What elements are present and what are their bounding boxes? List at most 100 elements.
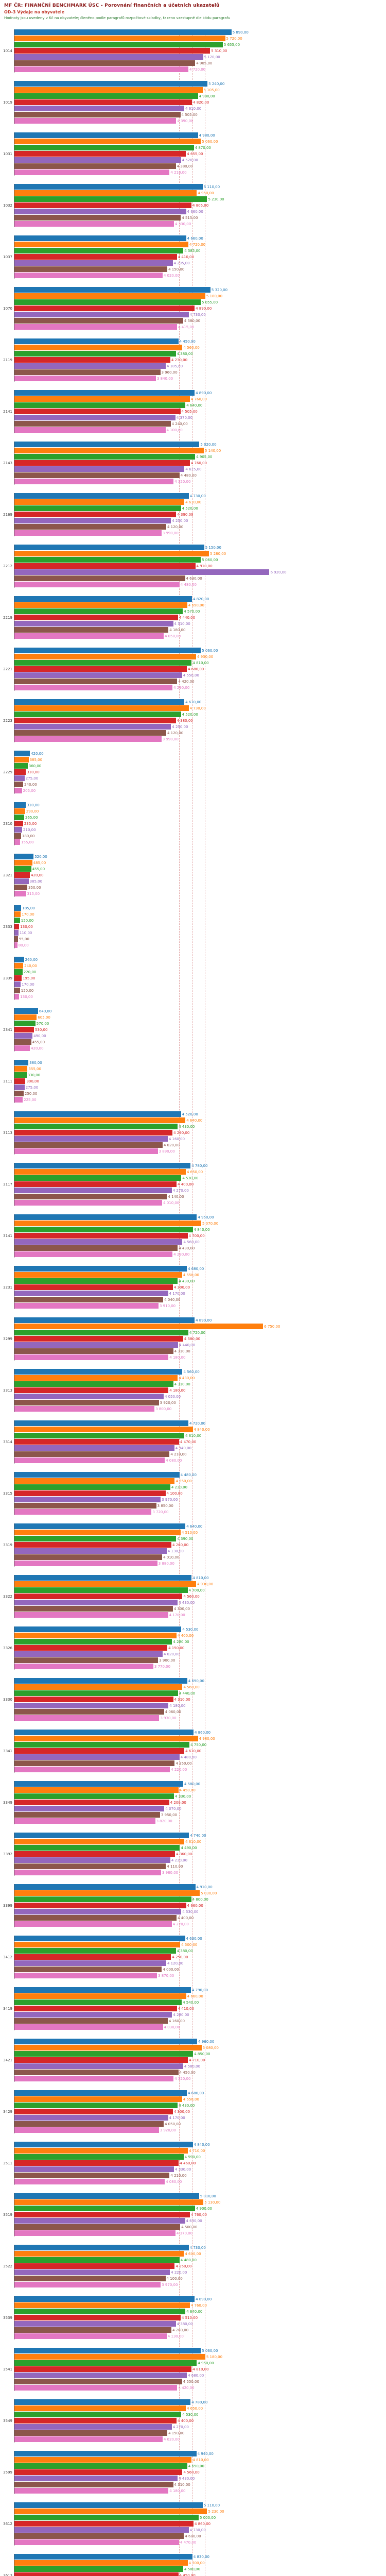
bar-value-label: 4 100,00 <box>166 428 183 432</box>
bar-value-label: 4 230,00 <box>171 358 188 362</box>
bar-value-label: 4 810,00 <box>192 2458 209 2462</box>
bar-row: 4 310,00 <box>14 1381 383 1387</box>
bar <box>14 1690 178 1696</box>
bar <box>14 627 169 633</box>
bar-value-label: 3 870,00 <box>158 1973 174 1978</box>
bar <box>14 1633 177 1638</box>
group-bars: 4 980,00 5 060,00 4 870,00 4 655,00 4 520,00… <box>14 132 383 176</box>
bar <box>14 409 181 414</box>
bar-row: 4 330,00 <box>14 2166 383 2172</box>
bar-value-label: 4 390,00 <box>177 118 194 123</box>
bar-row: 5 060,00 <box>14 557 383 563</box>
bar-value-label: 5 060,00 <box>202 2348 218 2353</box>
bar-row: 4 800,00 <box>14 1896 383 1902</box>
bar <box>14 1200 163 1206</box>
bar <box>14 1645 168 1651</box>
bar-value-label: 4 010,00 <box>163 1200 180 1205</box>
bar-row: 5 060,00 <box>14 2348 383 2353</box>
bar <box>14 1960 166 1966</box>
bar <box>14 775 25 781</box>
bar <box>14 582 180 587</box>
group-code-label: 2221 <box>3 667 12 671</box>
group-bars: 5 060,00 5 180,00 4 950,00 4 810,00 4 680,00… <box>14 2348 383 2391</box>
bar-row: 4 520,00 <box>14 505 383 511</box>
bar <box>14 266 168 272</box>
bar-row: 5 020,00 <box>14 442 383 447</box>
bar <box>14 1600 178 1605</box>
bar-value-label: 4 600,00 <box>185 2251 201 2256</box>
bar-value-label: 4 520,00 <box>182 1112 198 1116</box>
bar-group: 2219 4 820,00 4 690,00 4 570,00 4 440,00 4 31… <box>0 596 383 639</box>
group-code-label: 3322 <box>3 1595 12 1599</box>
bar-value-label: 4 020,00 <box>163 273 180 278</box>
bar-value-label: 4 150,00 <box>168 2431 185 2435</box>
bar-value-label: 5 240,00 <box>208 81 225 86</box>
bar-value-label: 4 170,00 <box>169 1613 185 1617</box>
bar <box>14 1787 179 1793</box>
group-bars: 4 450,00 4 560,00 4 380,00 4 230,00 4 105,00… <box>14 338 383 382</box>
bar-row: 4 430,00 <box>14 1124 383 1129</box>
bar <box>14 911 21 917</box>
bar-row: 4 805,00 <box>14 202 383 208</box>
group-code-label: 3419 <box>3 2007 12 2011</box>
bar-row: 4 930,00 <box>14 654 383 659</box>
bar-group: 2321 520,00 485,00 455,00 420,00 385,00 350,00… <box>0 854 383 897</box>
bar <box>14 1954 171 1960</box>
bar-row: 210,00 <box>14 827 383 833</box>
group-bars: 4 560,00 4 430,00 4 310,00 4 180,00 4 050,00… <box>14 1369 383 1412</box>
bar <box>14 1008 38 1014</box>
bar-row: 4 350,00 <box>14 1760 383 1766</box>
bar-row: 605,00 <box>14 1014 383 1020</box>
bar-row: 4 730,00 <box>14 705 383 711</box>
bar-row: 4 160,00 <box>14 1136 383 1142</box>
bar-row: 4 720,00 <box>14 1330 383 1335</box>
bar-row: 4 640,00 <box>14 402 383 408</box>
group-bars: 4 910,00 5 030,00 4 800,00 4 660,00 4 530,00… <box>14 1884 383 1927</box>
group-bars: 4 890,00 4 760,00 4 640,00 4 505,00 4 370,00… <box>14 390 383 433</box>
group-bars: 4 660,00 4 720,00 4 585,00 4 410,00 4 295,00… <box>14 235 383 279</box>
bar-value-label: 5 150,00 <box>205 545 221 550</box>
bar-value-label: 4 905,00 <box>196 454 213 459</box>
bar-value-label: 4 340,00 <box>175 1446 191 1450</box>
bar-group: 3412 4 630,00 4 500,00 4 380,00 4 250,00 4 12… <box>0 1936 383 1979</box>
bar-row: 4 720,00 <box>14 1420 383 1426</box>
bar-value-label: 4 700,00 <box>188 2561 205 2565</box>
bar-row: 4 310,00 <box>14 621 383 626</box>
bar <box>14 1490 166 1496</box>
bar-value-label: 4 380,00 <box>177 718 193 723</box>
bar <box>14 1188 172 1193</box>
bar-row: 4 890,00 <box>14 1317 383 1323</box>
bar-value-label: 4 295,00 <box>173 261 190 265</box>
bar <box>14 1245 178 1251</box>
bar-value-label: 4 180,00 <box>169 1388 186 1393</box>
bar <box>14 821 23 826</box>
group-code-label: 1070 <box>3 307 12 311</box>
bar <box>14 221 174 227</box>
bar-row: 4 750,00 <box>14 1742 383 1748</box>
bar <box>14 460 190 466</box>
bar-row: 290,00 <box>14 808 383 814</box>
bar-row: 4 930,00 <box>14 1581 383 1587</box>
bar-row: 4 505,00 <box>14 112 383 117</box>
bar <box>14 512 177 517</box>
group-code-label: 2212 <box>3 564 12 568</box>
bar <box>14 1097 23 1103</box>
bar-value-label: 420,00 <box>31 873 44 877</box>
bar-row: 4 450,00 <box>14 1787 383 1793</box>
bar-row: 150,00 <box>14 918 383 923</box>
bar-value-label: 5 120,00 <box>204 55 220 59</box>
bar <box>14 2063 183 2069</box>
bar <box>14 2296 195 2302</box>
bar-row: 4 550,00 <box>14 2096 383 2102</box>
group-bars: 4 730,00 4 610,00 4 520,00 4 390,00 4 250,00… <box>14 493 383 536</box>
bar-value-label: 4 120,00 <box>167 1961 184 1965</box>
bar <box>14 711 181 717</box>
bar-row: 4 550,00 <box>14 1272 383 1278</box>
bar-row: 4 520,00 <box>14 1111 383 1117</box>
report-header: MF ČR: FINANČNÍ BENCHMARK ÚSC - Porovnán… <box>0 0 386 21</box>
bar <box>14 139 201 144</box>
bar-value-label: 130,00 <box>20 994 33 999</box>
group-code-label: 2169 <box>3 513 12 517</box>
bar-row: 5 105,00 <box>14 87 383 93</box>
group-code-label: 3421 <box>3 2058 12 2062</box>
